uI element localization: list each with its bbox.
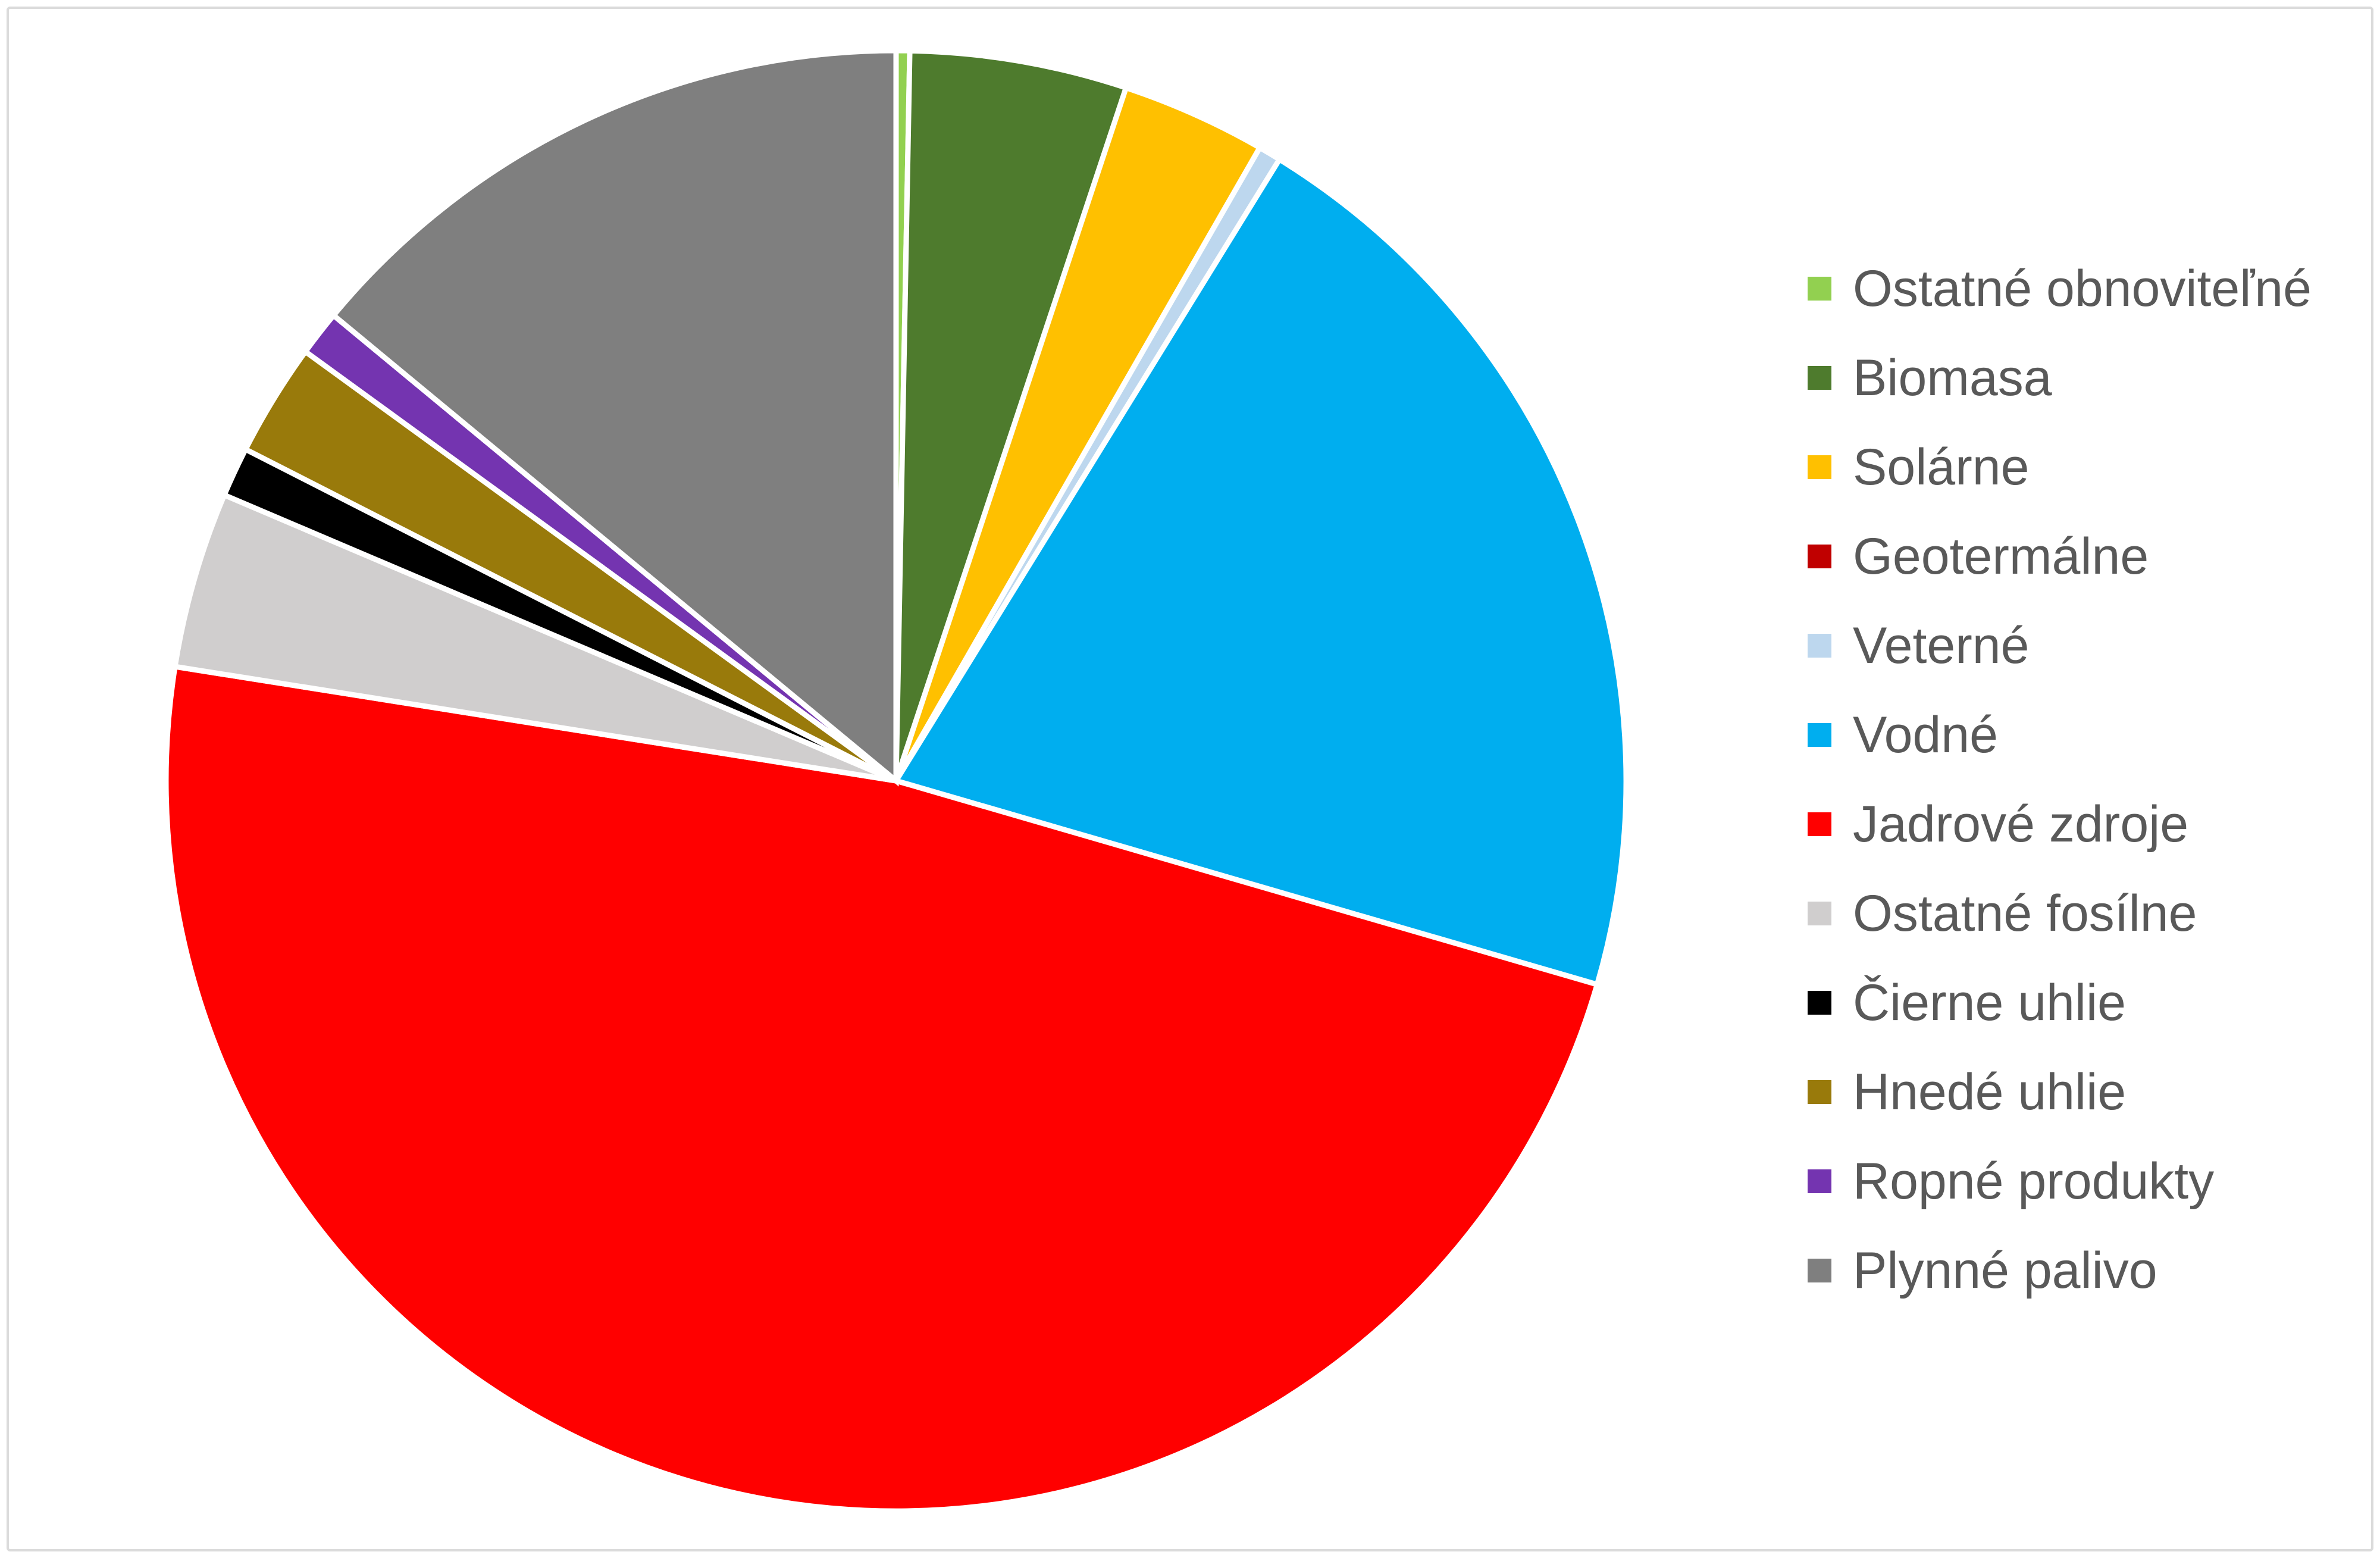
- legend-swatch-plynne-palivo: [1808, 1259, 1831, 1282]
- legend-item-hnede-uhlie: Hnedé uhlie: [1808, 1047, 2312, 1137]
- legend-label-hnede-uhlie: Hnedé uhlie: [1853, 1063, 2127, 1121]
- legend-item-vodne: Vodné: [1808, 690, 2312, 780]
- legend-swatch-ostatne-obnovitelne: [1808, 277, 1831, 301]
- legend-item-solarne: Solárne: [1808, 423, 2312, 512]
- pie-slice-1: [893, 48, 1130, 782]
- legend-label-veterne: Veterné: [1853, 617, 2030, 674]
- legend-item-cierne-uhlie: Čierne uhlie: [1808, 958, 2312, 1047]
- legend-swatch-veterne: [1808, 634, 1831, 658]
- legend-swatch-jadrove-zdroje: [1808, 812, 1831, 836]
- legend-label-vodne: Vodné: [1853, 706, 1998, 764]
- legend-item-geotermalne: Geotermálne: [1808, 512, 2312, 601]
- legend-swatch-geotermalne: [1808, 545, 1831, 568]
- pie-slice-2: [893, 84, 1264, 783]
- legend-swatch-cierne-uhlie: [1808, 991, 1831, 1015]
- legend-item-ropne-produkty: Ropné produkty: [1808, 1137, 2312, 1226]
- legend-item-biomasa: Biomasa: [1808, 333, 2312, 423]
- legend-label-jadrove-zdroje: Jadrové zdroje: [1853, 796, 2189, 853]
- pie-slice-7: [171, 491, 897, 784]
- legend-item-veterne: Veterné: [1808, 601, 2312, 690]
- chart-legend: Ostatné obnoviteľné Biomasa Solárne Geot…: [1808, 244, 2312, 1315]
- legend-label-plynne-palivo: Plynné palivo: [1853, 1242, 2157, 1299]
- legend-item-ostatne-obnovitelne: Ostatné obnoviteľné: [1808, 244, 2312, 333]
- pie-slice-6: [163, 663, 1601, 1514]
- legend-swatch-biomasa: [1808, 366, 1831, 390]
- legend-label-solarne: Solárne: [1853, 439, 2030, 496]
- legend-label-geotermalne: Geotermálne: [1853, 528, 2149, 585]
- legend-swatch-ropne-produkty: [1808, 1169, 1831, 1193]
- legend-label-ostatne-fosilne: Ostatné fosílne: [1853, 885, 2197, 942]
- legend-swatch-vodne: [1808, 723, 1831, 747]
- legend-swatch-solarne: [1808, 455, 1831, 479]
- legend-item-plynne-palivo: Plynné palivo: [1808, 1226, 2312, 1315]
- legend-label-biomasa: Biomasa: [1853, 349, 2052, 406]
- legend-label-cierne-uhlie: Čierne uhlie: [1853, 974, 2126, 1031]
- legend-label-ostatne-obnovitelne: Ostatné obnoviteľné: [1853, 260, 2312, 317]
- legend-label-ropne-produkty: Ropné produkty: [1853, 1153, 2215, 1210]
- legend-swatch-ostatne-fosilne: [1808, 902, 1831, 925]
- pie-slice-5: [892, 155, 1629, 988]
- legend-swatch-hnede-uhlie: [1808, 1080, 1831, 1104]
- legend-item-ostatne-fosilne: Ostatné fosílne: [1808, 869, 2312, 958]
- pie-slice-11: [330, 48, 899, 787]
- legend-item-jadrove-zdroje: Jadrové zdroje: [1808, 780, 2312, 869]
